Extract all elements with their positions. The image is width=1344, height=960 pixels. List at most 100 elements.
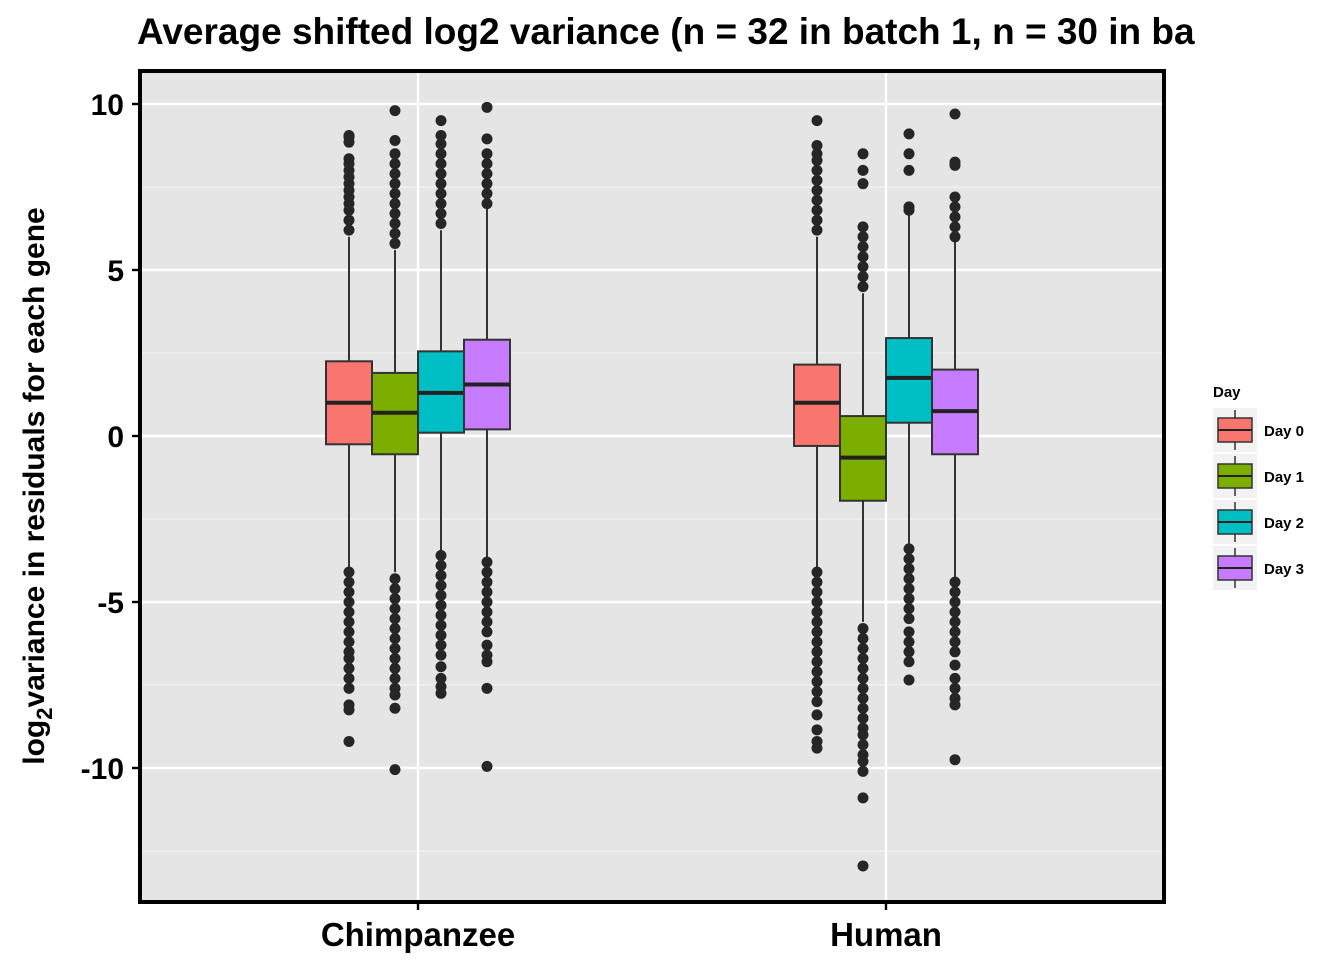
outlier-point	[857, 692, 869, 704]
outlier-point	[903, 563, 915, 575]
outlier-point	[811, 666, 823, 678]
outlier-point	[949, 636, 961, 648]
outlier-point	[811, 204, 823, 216]
outlier-point	[343, 672, 355, 684]
outlier-point	[343, 566, 355, 578]
outlier-point	[389, 702, 401, 714]
outlier-point	[389, 764, 401, 776]
outlier-point	[857, 281, 869, 293]
outlier-point	[903, 603, 915, 615]
box-day-2-chimpanzee	[417, 115, 465, 699]
outlier-point	[343, 224, 355, 236]
outlier-point	[435, 158, 447, 170]
outlier-point	[857, 672, 869, 684]
x-axis: Chimpanzee Human	[321, 902, 942, 953]
panel-border	[138, 69, 1166, 904]
outlier-point	[949, 659, 961, 671]
outlier-point	[481, 198, 493, 210]
outlier-point	[435, 188, 447, 200]
outlier-point	[481, 556, 493, 568]
legend-item-day-0: Day 0	[1213, 408, 1304, 452]
legend-label: Day 3	[1264, 561, 1304, 578]
outlier-point	[389, 218, 401, 230]
chart-title: Average shifted log2 variance (n = 32 in…	[137, 11, 1195, 52]
outlier-point	[435, 661, 447, 673]
box-day-0-human	[793, 115, 841, 754]
box-day-3-chimpanzee	[463, 101, 511, 772]
outlier-point	[343, 626, 355, 638]
outlier-point	[481, 158, 493, 170]
outlier-point	[435, 599, 447, 611]
outlier-point	[435, 198, 447, 210]
legend-item-day-1: Day 1	[1213, 454, 1304, 498]
outlier-point	[903, 593, 915, 605]
outlier-point	[949, 211, 961, 223]
outlier-point	[857, 148, 869, 160]
y-tick-label: -10	[81, 753, 124, 786]
outlier-point	[949, 108, 961, 120]
outlier-point	[811, 184, 823, 196]
outlier-point	[435, 218, 447, 230]
outlier-point	[435, 649, 447, 661]
outlier-point	[811, 140, 823, 151]
outlier-point	[435, 559, 447, 571]
outlier-point	[811, 606, 823, 618]
outlier-point	[949, 221, 961, 233]
outlier-point	[481, 760, 493, 772]
y-axis-label: log2variance in residuals for each gene	[18, 207, 57, 764]
outlier-point	[389, 198, 401, 210]
outlier-point	[811, 709, 823, 721]
outlier-point	[857, 633, 869, 645]
outlier-point	[435, 672, 447, 684]
outlier-point	[435, 687, 447, 699]
outlier-point	[811, 656, 823, 668]
box-day-1-chimpanzee	[371, 105, 419, 776]
outlier-point	[903, 148, 915, 160]
outlier-point	[857, 164, 869, 176]
outlier-point	[481, 656, 493, 668]
outlier-point	[389, 237, 401, 249]
outlier-point	[949, 672, 961, 684]
legend-label: Day 2	[1264, 515, 1304, 532]
outlier-point	[481, 576, 493, 588]
outlier-point	[343, 652, 355, 664]
outlier-point	[949, 191, 961, 203]
outlier-point	[389, 227, 401, 239]
outlier-point	[857, 739, 869, 751]
outlier-point	[811, 174, 823, 186]
outlier-point	[811, 115, 823, 127]
outlier-point	[389, 148, 401, 160]
outlier-point	[389, 168, 401, 180]
outlier-point	[343, 153, 355, 165]
outlier-point	[811, 596, 823, 608]
outlier-point	[435, 115, 447, 127]
outlier-point	[811, 224, 823, 236]
outlier-point	[389, 603, 401, 615]
outlier-point	[389, 652, 401, 664]
outlier-point	[811, 724, 823, 736]
outlier-point	[389, 188, 401, 200]
box-groups	[325, 101, 979, 872]
outlier-point	[481, 178, 493, 190]
y-tick-label: 5	[107, 255, 124, 288]
outlier-point	[857, 712, 869, 724]
outlier-point	[343, 636, 355, 648]
outlier-point	[903, 674, 915, 686]
outlier-point	[903, 636, 915, 648]
outlier-point	[435, 138, 447, 150]
outlier-point	[343, 214, 355, 226]
outlier-point	[811, 566, 823, 578]
outlier-point	[811, 742, 823, 754]
outlier-point	[343, 682, 355, 694]
outlier-point	[903, 128, 915, 140]
outlier-point	[811, 164, 823, 176]
outlier-point	[389, 672, 401, 684]
outlier-point	[811, 214, 823, 226]
outlier-point	[343, 616, 355, 628]
outlier-point	[343, 576, 355, 588]
legend-title: Day	[1213, 384, 1241, 401]
outlier-point	[857, 231, 869, 243]
outlier-point	[389, 623, 401, 635]
outlier-point	[949, 156, 961, 168]
outlier-point	[389, 583, 401, 595]
